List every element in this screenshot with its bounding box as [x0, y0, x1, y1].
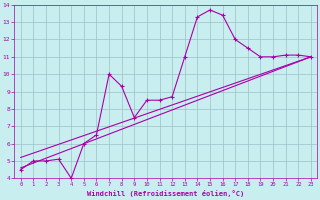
- X-axis label: Windchill (Refroidissement éolien,°C): Windchill (Refroidissement éolien,°C): [87, 190, 244, 197]
